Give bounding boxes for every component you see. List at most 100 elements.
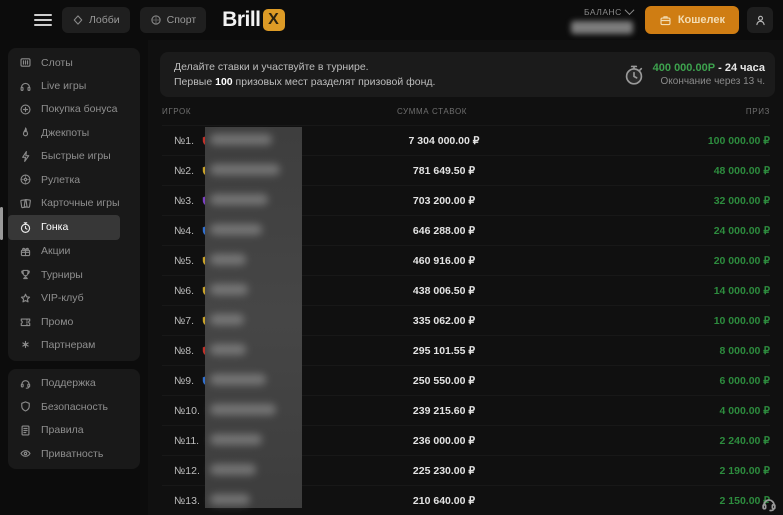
prize-amount: 6 000.00 ₽ bbox=[719, 374, 770, 387]
sidebar-item-support[interactable]: Поддержка bbox=[8, 372, 140, 395]
rank-label: №2. bbox=[174, 164, 195, 177]
sidebar-item-slots[interactable]: Слоты bbox=[8, 51, 140, 74]
chevron-down-icon bbox=[624, 5, 635, 16]
prize-amount: 2 190.00 ₽ bbox=[719, 464, 770, 477]
bets-amount: 236 000.00 ₽ bbox=[412, 434, 476, 447]
rank-label: №3. bbox=[174, 194, 195, 207]
rank-label: №8. bbox=[174, 344, 195, 357]
prize-amount: 4 000.00 ₽ bbox=[719, 404, 770, 417]
lobby-button-label: Лобби bbox=[89, 14, 120, 26]
sidebar-item-roulette[interactable]: Рулетка bbox=[8, 168, 140, 191]
sport-button[interactable]: Спорт bbox=[139, 7, 207, 33]
banner-line1: Делайте ставки и участвуйте в турнире. bbox=[174, 60, 369, 73]
bets-amount: 295 101.55 ₽ bbox=[412, 344, 476, 357]
bets-amount: 225 230.00 ₽ bbox=[412, 464, 476, 477]
race-icon bbox=[19, 221, 32, 234]
sidebar-item-trophy[interactable]: Турниры bbox=[8, 263, 140, 286]
bets-amount: 7 304 000.00 ₽ bbox=[408, 134, 480, 147]
prize-amount: 2 240.00 ₽ bbox=[719, 434, 770, 447]
sport-button-label: Спорт bbox=[166, 14, 197, 26]
rules-icon bbox=[19, 424, 32, 437]
table-row[interactable]: №9. 250 550.00 ₽ 6 000.00 ₽ bbox=[162, 365, 770, 395]
rank-label: №10. bbox=[174, 404, 200, 417]
bets-amount: 335 062.00 ₽ bbox=[412, 314, 476, 327]
bets-amount: 703 200.00 ₽ bbox=[412, 194, 476, 207]
table-row[interactable]: №6. 438 006.50 ₽ 14 000.00 ₽ bbox=[162, 275, 770, 305]
main-content: Делайте ставки и участвуйте в турнире. П… bbox=[148, 40, 783, 515]
table-row[interactable]: №13. 210 640.00 ₽ 2 150.00 ₽ bbox=[162, 485, 770, 515]
sidebar-item-shield[interactable]: Безопасность bbox=[8, 395, 140, 418]
balance-widget: БАЛАНС bbox=[570, 5, 635, 34]
bets-amount: 438 006.50 ₽ bbox=[412, 284, 476, 297]
sidebar-item-rules[interactable]: Правила bbox=[8, 418, 140, 441]
table-row[interactable]: №4. 646 288.00 ₽ 24 000.00 ₽ bbox=[162, 215, 770, 245]
sidebar-footer-section: Поддержка Безопасность Правила Приватнос… bbox=[8, 368, 140, 470]
table-row[interactable]: №3. 703 200.00 ₽ 32 000.00 ₽ bbox=[162, 185, 770, 215]
prize-amount: 32 000.00 ₽ bbox=[713, 194, 770, 207]
sidebar-item-live[interactable]: Live игры bbox=[8, 74, 140, 97]
shield-icon bbox=[19, 400, 32, 413]
bets-amount: 460 916.00 ₽ bbox=[412, 254, 476, 267]
rank-label: №6. bbox=[174, 284, 195, 297]
roulette-icon bbox=[19, 173, 32, 186]
cards-icon bbox=[19, 197, 32, 210]
slots-icon bbox=[19, 56, 32, 69]
support-headset-icon[interactable] bbox=[760, 495, 778, 513]
prize-fund-line: 400 000.00Р - 24 часа bbox=[652, 62, 765, 74]
rank-label: №12. bbox=[174, 464, 200, 477]
banner-text: Делайте ставки и участвуйте в турнире. П… bbox=[174, 60, 435, 90]
prize-amount: 8 000.00 ₽ bbox=[719, 344, 770, 357]
table-header-row: ИГРОК СУММА СТАВОК ПРИЗ bbox=[162, 98, 770, 125]
jackpot-icon bbox=[19, 126, 32, 139]
rank-label: №13. bbox=[174, 494, 200, 507]
prize-fund-amount: 400 000.00Р bbox=[652, 62, 716, 74]
rank-label: №11. bbox=[174, 434, 200, 447]
player-names-redacted-overlay bbox=[205, 127, 302, 508]
support-icon bbox=[19, 377, 32, 390]
sidebar-item-race[interactable]: Гонка bbox=[8, 214, 120, 240]
sidebar-item-ticket[interactable]: Промо bbox=[8, 310, 140, 333]
live-icon bbox=[19, 80, 32, 93]
prize-amount: 10 000.00 ₽ bbox=[713, 314, 770, 327]
table-row[interactable]: №5. 460 916.00 ₽ 20 000.00 ₽ bbox=[162, 245, 770, 275]
table-row[interactable]: №11. 236 000.00 ₽ 2 240.00 ₽ bbox=[162, 425, 770, 455]
lobby-diamond-icon bbox=[72, 14, 84, 26]
sidebar-item-fast[interactable]: Быстрые игры bbox=[8, 145, 140, 168]
tournament-banner: Делайте ставки и участвуйте в турнире. П… bbox=[160, 52, 775, 97]
profile-button[interactable] bbox=[747, 7, 773, 33]
sidebar-item-gift[interactable]: Акции bbox=[8, 240, 140, 263]
ticket-icon bbox=[19, 315, 32, 328]
wallet-button[interactable]: Кошелек bbox=[644, 6, 739, 34]
sidebar-item-partners[interactable]: Партнерам bbox=[8, 333, 140, 356]
prize-amount: 24 000.00 ₽ bbox=[713, 224, 770, 237]
gift-icon bbox=[19, 245, 32, 258]
prize-amount: 48 000.00 ₽ bbox=[713, 164, 770, 177]
sidebar-item-bonus[interactable]: Покупка бонуса bbox=[8, 98, 140, 121]
sidebar-item-cards[interactable]: Карточные игры bbox=[8, 191, 140, 214]
sidebar-item-eye[interactable]: Приватность bbox=[8, 442, 140, 465]
balance-label: БАЛАНС bbox=[584, 6, 622, 17]
prize-amount: 100 000.00 ₽ bbox=[707, 134, 770, 147]
logo-text: Brill bbox=[222, 8, 261, 31]
sidebar-scrollbar-thumb[interactable] bbox=[0, 207, 3, 240]
banner-line2: Первые 100 призовых мест разделят призов… bbox=[174, 75, 436, 88]
sidebar-main-section: Слоты Live игры Покупка бонуса Джекпоты … bbox=[8, 48, 140, 361]
table-row[interactable]: №7. 335 062.00 ₽ 10 000.00 ₽ bbox=[162, 305, 770, 335]
lobby-button[interactable]: Лобби bbox=[62, 7, 130, 33]
brillx-logo[interactable]: Brill X bbox=[222, 8, 285, 32]
prize-amount: 20 000.00 ₽ bbox=[713, 254, 770, 267]
table-row[interactable]: №12. 225 230.00 ₽ 2 190.00 ₽ bbox=[162, 455, 770, 485]
fast-icon bbox=[19, 150, 32, 163]
trophy-icon bbox=[19, 268, 32, 281]
sidebar-item-star[interactable]: VIP-клуб bbox=[8, 287, 140, 310]
table-row[interactable]: №10. 239 215.60 ₽ 4 000.00 ₽ bbox=[162, 395, 770, 425]
rank-label: №1. bbox=[174, 134, 195, 147]
partners-icon bbox=[19, 338, 32, 351]
rank-label: №5. bbox=[174, 254, 195, 267]
hamburger-menu-icon[interactable] bbox=[34, 14, 52, 26]
balance-amount-redacted bbox=[570, 20, 633, 34]
balance-dropdown[interactable]: БАЛАНС bbox=[584, 5, 635, 17]
sidebar-item-jackpot[interactable]: Джекпоты bbox=[8, 121, 140, 144]
col-header-prize: ПРИЗ bbox=[745, 107, 770, 116]
